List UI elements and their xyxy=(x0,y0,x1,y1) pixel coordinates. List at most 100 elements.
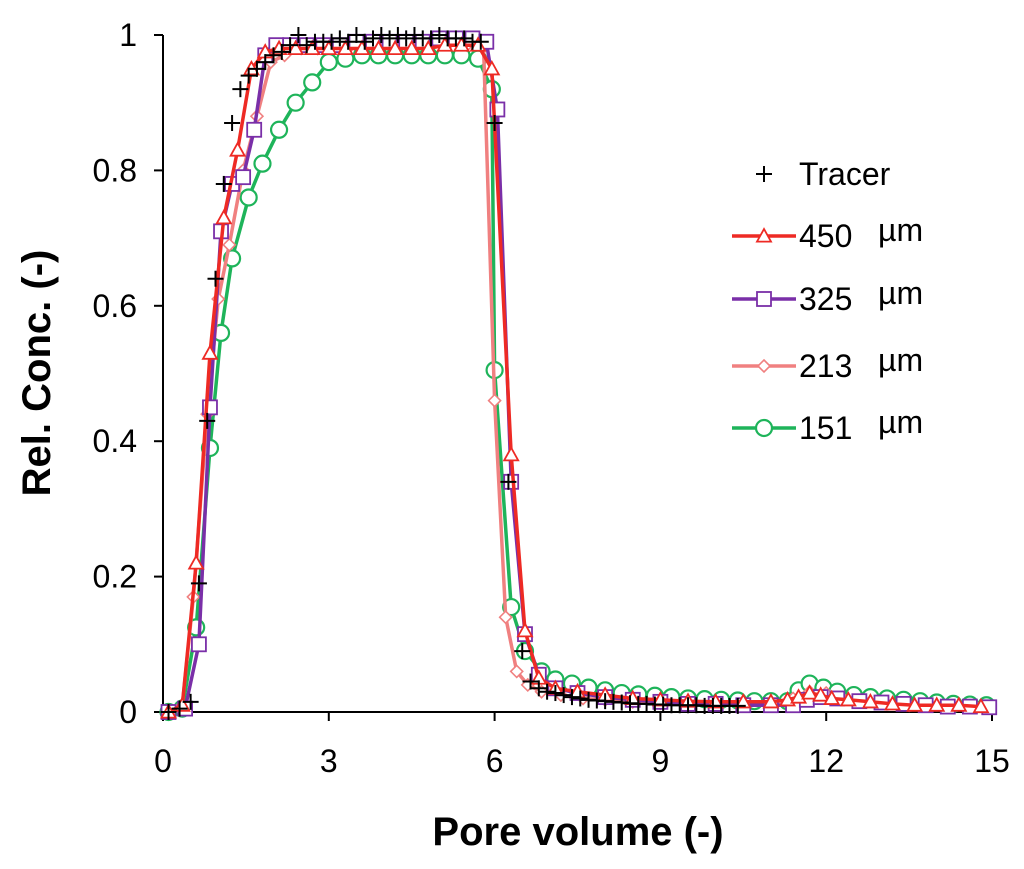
legend-item: 213 µm xyxy=(732,342,923,384)
tick-labels: 0 0.2 0.4 0.6 0.8 1 0 3 6 9 12 15 xyxy=(93,17,1010,779)
data-point xyxy=(199,412,216,429)
legend-marker-icon xyxy=(756,291,772,307)
data-point xyxy=(502,445,520,462)
data-point xyxy=(381,30,398,47)
data-point xyxy=(563,689,580,706)
data-point xyxy=(823,689,841,705)
legend-marker-icon xyxy=(756,358,772,374)
data-point xyxy=(861,692,879,709)
y-tick-label: 0.8 xyxy=(93,152,137,188)
data-point xyxy=(257,54,274,71)
y-tick-label: 0.4 xyxy=(93,423,137,459)
data-point xyxy=(253,154,272,173)
data-point xyxy=(215,175,232,192)
data-point xyxy=(555,687,572,704)
legend-marker-icon xyxy=(755,227,773,243)
data-point xyxy=(273,43,290,60)
series-151-m xyxy=(159,46,996,722)
data-point xyxy=(386,39,404,56)
data-point xyxy=(290,27,307,43)
legend-unit: µm xyxy=(878,342,923,378)
data-point xyxy=(229,141,247,157)
data-point xyxy=(370,39,388,56)
data-point xyxy=(801,684,819,700)
data-point xyxy=(762,692,780,709)
data-point xyxy=(883,695,902,711)
data-point xyxy=(530,680,547,697)
data-point xyxy=(182,693,199,710)
y-axis-title: Rel. Conc. (-) xyxy=(15,250,59,497)
legend-item: 151 µm xyxy=(732,404,923,446)
data-point xyxy=(222,237,237,253)
x-tick-label: 12 xyxy=(808,743,844,779)
data-point xyxy=(431,27,448,43)
data-point xyxy=(248,60,265,77)
x-tick-label: 15 xyxy=(974,743,1010,779)
x-tick-label: 0 xyxy=(154,743,172,779)
legend-marker-icon xyxy=(754,418,774,438)
data-point xyxy=(389,27,406,43)
data-point xyxy=(269,120,289,139)
data-point xyxy=(224,115,241,132)
data-point xyxy=(456,30,473,47)
data-point xyxy=(282,37,299,54)
series-213-m xyxy=(161,34,983,720)
series-450-m xyxy=(159,36,990,719)
data-point xyxy=(286,93,305,112)
y-tick-label: 0.6 xyxy=(93,288,137,324)
data-point xyxy=(423,30,440,47)
data-point xyxy=(348,27,365,43)
legend-label: Tracer xyxy=(799,156,891,192)
data-point xyxy=(928,696,946,712)
axes xyxy=(154,34,993,721)
data-point xyxy=(373,27,390,43)
data-point xyxy=(572,690,589,707)
legend-item: 450 µm xyxy=(732,212,923,254)
data-point xyxy=(191,636,207,653)
data-point xyxy=(340,33,357,50)
series-line xyxy=(167,43,982,714)
data-point xyxy=(265,47,282,64)
data-point xyxy=(419,39,437,56)
y-tick-label: 1 xyxy=(119,17,137,53)
series-line xyxy=(168,36,990,714)
data-point xyxy=(356,33,373,50)
data-point xyxy=(472,33,489,50)
data-point xyxy=(516,621,534,638)
data-point xyxy=(486,115,503,132)
x-tick-label: 3 xyxy=(320,743,338,779)
legend-item: 325 µm xyxy=(732,275,923,317)
legend-marker-icon xyxy=(756,166,772,182)
data-point xyxy=(498,610,513,625)
data-point xyxy=(365,30,382,47)
data-point xyxy=(812,686,830,702)
x-axis-title: Pore volume (-) xyxy=(432,810,723,854)
data-point xyxy=(406,27,423,43)
data-point xyxy=(790,688,808,704)
data-point xyxy=(547,685,564,702)
legend-label: 450 xyxy=(799,218,852,254)
data-point xyxy=(483,59,501,76)
data-point xyxy=(839,690,857,707)
data-point xyxy=(240,67,257,84)
data-point xyxy=(190,575,207,592)
data-point xyxy=(319,52,338,72)
data-point xyxy=(514,643,531,660)
data-point xyxy=(972,697,990,714)
data-point xyxy=(398,30,415,47)
y-tick-label: 0.2 xyxy=(93,559,137,595)
data-point xyxy=(487,393,502,408)
data-point xyxy=(160,704,177,720)
data-point xyxy=(323,33,340,50)
x-tick-label: 6 xyxy=(486,743,504,779)
data-point xyxy=(729,697,746,714)
legend-unit: µm xyxy=(878,404,923,440)
data-point xyxy=(235,169,252,186)
data-point xyxy=(232,81,249,98)
data-point xyxy=(201,344,219,360)
series-line xyxy=(167,40,976,714)
data-point xyxy=(502,597,521,617)
data-point xyxy=(906,696,924,712)
